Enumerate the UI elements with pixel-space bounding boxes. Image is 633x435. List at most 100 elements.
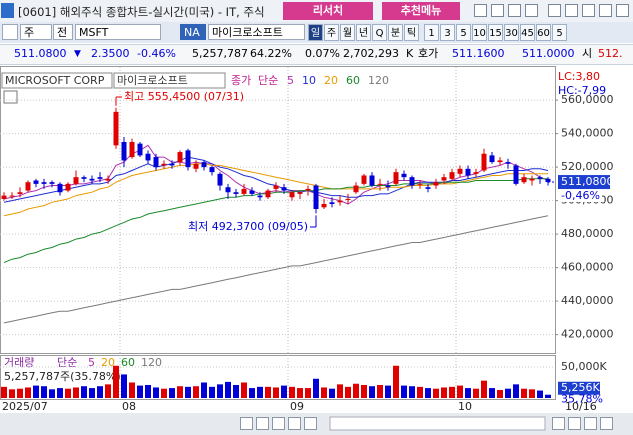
volume-bar <box>393 365 399 398</box>
period-button[interactable]: 분 <box>388 24 403 41</box>
period-button[interactable]: 60 <box>536 24 551 41</box>
zoom-button[interactable] <box>552 417 565 430</box>
volume-bar <box>361 384 367 398</box>
candle-body <box>449 172 455 179</box>
volume-bar <box>33 385 39 398</box>
panel-icon[interactable] <box>3 90 18 104</box>
volume-bar <box>489 388 495 398</box>
candle-body <box>225 187 231 193</box>
period-button[interactable]: 월 <box>340 24 355 41</box>
close[interactable] <box>616 4 629 17</box>
window-icon[interactable] <box>548 4 561 17</box>
period-button[interactable]: 5 <box>552 24 567 41</box>
menu-icon[interactable] <box>2 24 18 40</box>
volume-bar <box>425 388 431 398</box>
period-button[interactable]: 주 <box>324 24 339 41</box>
period-button[interactable]: 5 <box>456 24 471 41</box>
chart-background <box>0 63 633 435</box>
legend-entry: 5 <box>287 74 294 87</box>
candle-body <box>257 195 263 198</box>
volume-bar <box>337 384 343 398</box>
stock-name-en: MICROSOFT CORP <box>5 74 105 87</box>
scroll-track[interactable] <box>329 416 546 431</box>
zoom-button[interactable] <box>600 417 613 430</box>
scroll-button[interactable] <box>240 417 253 430</box>
scroll-button[interactable] <box>256 417 269 430</box>
window-icon[interactable] <box>565 4 578 17</box>
market-select[interactable]: 주 <box>20 24 52 40</box>
volume-bar <box>401 385 407 398</box>
legend-entry: 10 <box>302 74 316 87</box>
period-button[interactable]: 45 <box>520 24 535 41</box>
scroll-button[interactable] <box>288 417 301 430</box>
y-tick-label: 50,000K <box>561 360 607 373</box>
y-tick-label: 520,0000 <box>561 160 614 173</box>
app-icon <box>1 3 14 18</box>
scroll-button[interactable] <box>304 417 317 430</box>
recommend-button[interactable]: 추천메뉴 <box>382 2 460 20</box>
symbol: MSFT <box>79 26 109 39</box>
window-icon[interactable] <box>508 4 521 17</box>
stock-name: 마이크로소프트 <box>212 26 283 39</box>
ma-line <box>3 163 548 217</box>
exchange: NA <box>184 26 200 39</box>
candle-body <box>537 177 543 179</box>
volume-bar <box>41 386 47 398</box>
quote-bar: 511.0800 ▼ 2.3500 -0.46% 5,257,787 64.22… <box>0 44 633 65</box>
last-price-box <box>558 175 610 190</box>
x-tick-label: 08 <box>122 400 136 413</box>
window-icon[interactable] <box>474 4 487 17</box>
period-button[interactable]: 일 <box>308 24 323 41</box>
hc-label: HC:-7,99 <box>558 84 606 97</box>
period-button[interactable]: 년 <box>356 24 371 41</box>
period-button[interactable]: Q <box>372 24 387 41</box>
period-button[interactable]: 틱 <box>404 24 419 41</box>
maximize[interactable] <box>599 4 612 17</box>
volume-legend: 120 <box>141 356 162 369</box>
volume-bar <box>369 386 375 398</box>
candle-body <box>289 192 295 198</box>
volume-bar <box>177 386 183 398</box>
candle-body <box>401 173 407 178</box>
volume-bar <box>457 385 463 398</box>
period-button[interactable]: 30 <box>504 24 519 41</box>
volume-bar <box>153 387 159 398</box>
volume-bar <box>217 384 223 398</box>
scope-select[interactable]: 전 <box>53 24 73 40</box>
minimize[interactable] <box>582 4 595 17</box>
candle-body <box>185 150 191 168</box>
period-button[interactable]: 1 <box>424 24 439 41</box>
volume-bar <box>89 388 95 398</box>
ma-price: 종가 <box>231 74 251 87</box>
candle-body <box>545 178 551 183</box>
volume-bar <box>17 388 23 398</box>
x-tick-label: 2025/07 <box>2 400 48 413</box>
window-icon[interactable] <box>525 4 538 17</box>
bid-ask: 호가 <box>418 47 439 60</box>
period-button[interactable]: 10 <box>472 24 487 41</box>
zoom-button[interactable] <box>584 417 597 430</box>
symbol-input[interactable]: MSFT <box>75 24 161 40</box>
volume-bar <box>249 388 255 398</box>
candle-body <box>385 185 391 188</box>
scope: 전 <box>57 26 68 39</box>
scroll-button[interactable] <box>272 417 285 430</box>
volume-bar <box>321 387 327 398</box>
candle-body <box>193 163 199 169</box>
window-icon[interactable] <box>491 4 504 17</box>
volume-bar <box>97 386 103 398</box>
volume-bar <box>233 384 239 398</box>
volume-bar <box>481 380 487 398</box>
zoom-button[interactable] <box>568 417 581 430</box>
candle-body <box>65 183 71 191</box>
period-button[interactable]: 3 <box>440 24 455 41</box>
period-button[interactable]: 15 <box>488 24 503 41</box>
research-button[interactable]: 리서치 <box>283 2 373 20</box>
volume-bar <box>353 383 359 398</box>
last-pct-label: -0,46% <box>561 189 600 202</box>
volume-bar <box>113 365 119 398</box>
candle-body <box>145 153 151 161</box>
x-tick-label: 10/16 <box>565 400 597 413</box>
x-tick-label: 09 <box>290 400 304 413</box>
